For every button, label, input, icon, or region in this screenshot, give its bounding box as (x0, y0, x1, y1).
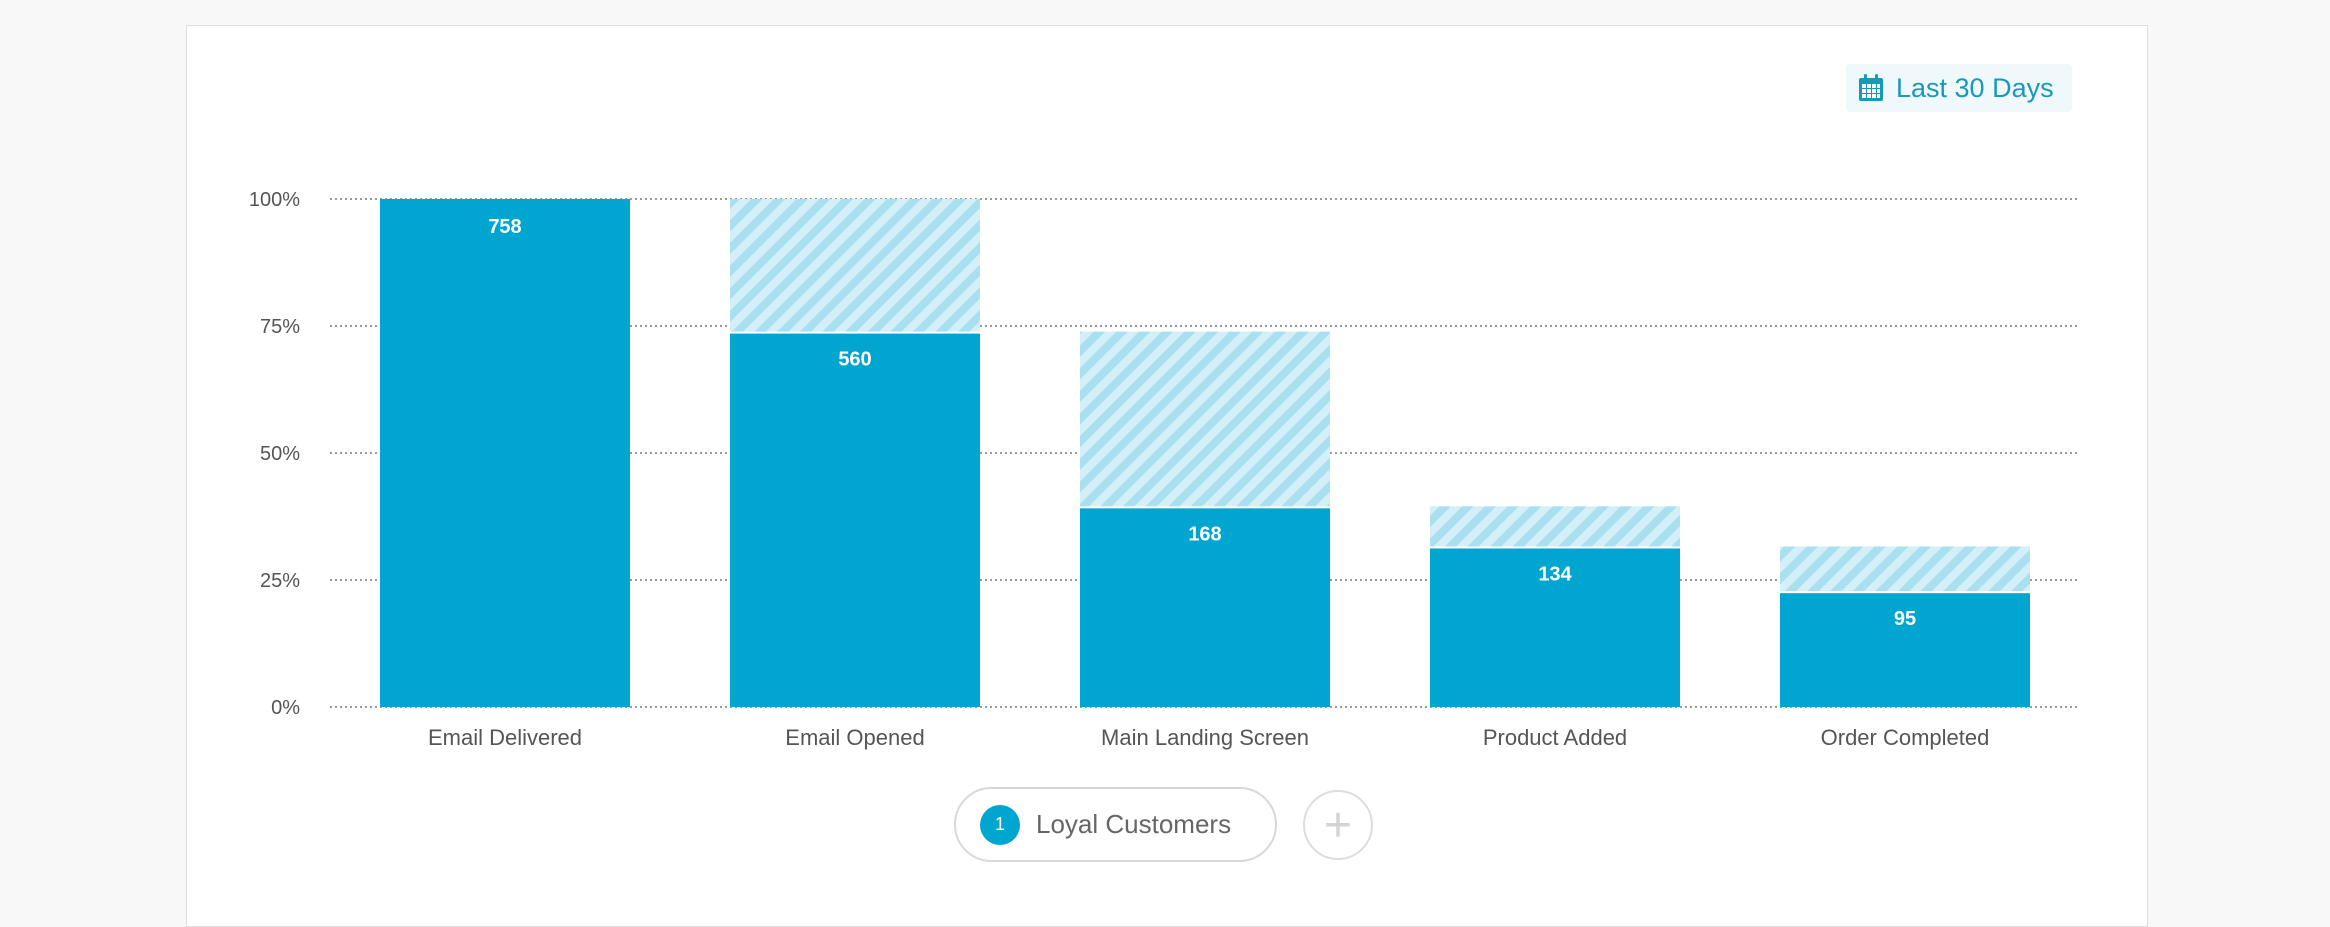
bar (730, 333, 980, 707)
bar-value-label: 560 (838, 349, 871, 371)
y-tick-label: 50% (260, 443, 300, 465)
y-tick-label: 25% (260, 570, 300, 592)
y-tick-label: 100% (249, 189, 300, 211)
legend-number-badge: 1 (980, 804, 1020, 845)
bar (380, 199, 630, 707)
y-tick-label: 75% (260, 316, 300, 338)
y-tick-label: 0% (271, 697, 300, 719)
bar (1080, 508, 1330, 707)
dropoff-bar (1780, 546, 2030, 592)
x-tick-label: Product Added (1483, 725, 1627, 750)
dropoff-bar (1080, 331, 1330, 507)
bar-value-label: 758 (488, 216, 521, 238)
x-tick-label: Order Completed (1821, 725, 1990, 750)
funnel-chart: 0% 25% 50% 75% 100% 758 Email Delivered 560 Emai… (249, 189, 2080, 750)
legend-item-loyal-customers[interactable]: 1 Loyal Customers (954, 787, 1277, 862)
bar (1780, 593, 2030, 707)
calendar-icon (1859, 74, 1883, 101)
legend-label: Loyal Customers (1036, 809, 1232, 839)
plus-icon: + (1323, 798, 1353, 852)
dropoff-bar (1430, 506, 1680, 547)
x-tick-label: Email Delivered (428, 725, 582, 750)
bar-value-label: 134 (1538, 563, 1572, 585)
bar-value-label: 95 (1894, 608, 1916, 630)
x-tick-label: Main Landing Screen (1101, 725, 1309, 750)
add-segment-button[interactable]: + (1303, 790, 1373, 860)
x-tick-label: Email Opened (785, 725, 924, 750)
date-range-label: Last 30 Days (1896, 72, 2054, 103)
bar (1430, 548, 1680, 707)
date-range-button[interactable]: Last 30 Days (1846, 64, 2072, 112)
bar-value-label: 168 (1188, 523, 1221, 545)
dropoff-bar (730, 199, 980, 332)
